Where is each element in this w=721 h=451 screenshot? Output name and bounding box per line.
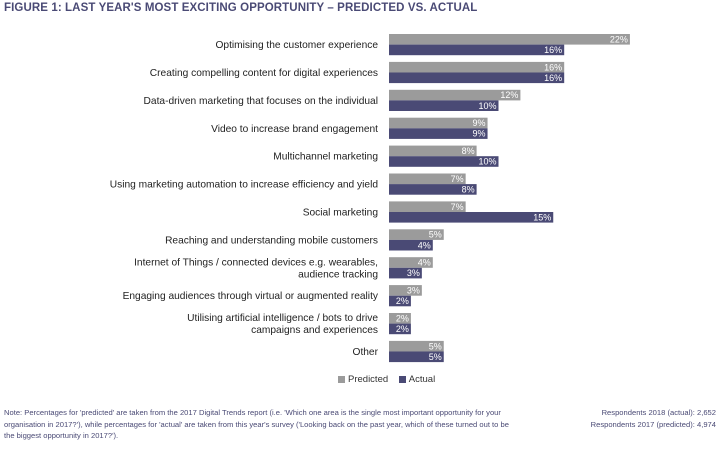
bar-actual	[389, 72, 565, 84]
category-label: Other	[353, 347, 379, 358]
legend-swatch-actual	[398, 376, 406, 383]
legend-label-actual: Actual	[408, 374, 436, 385]
bar-actual	[389, 212, 554, 223]
category-label: audience tracking	[298, 269, 378, 280]
bar-actual	[389, 44, 565, 56]
chart-title: FIGURE 1: LAST YEAR'S MOST EXCITING OPPO…	[4, 2, 478, 14]
bar-actual	[389, 295, 411, 307]
bar-predicted	[389, 145, 477, 157]
category-label: Using marketing automation to increase e…	[110, 180, 379, 191]
legend: Predicted Actual	[338, 374, 443, 386]
data-label-predicted: 16%	[544, 62, 562, 72]
legend-label-predicted: Predicted	[348, 374, 389, 385]
bar-actual	[389, 156, 499, 167]
bar-predicted	[389, 89, 521, 101]
category-label: Reaching and understanding mobile custom…	[165, 235, 378, 246]
data-label-actual: 8%	[462, 185, 475, 195]
category-label: Optimising the customer experience	[215, 40, 378, 51]
respondents-2018: Respondents 2018 (actual): 2,652	[601, 408, 716, 417]
data-label-predicted: 22%	[610, 34, 628, 44]
data-label-actual: 2%	[396, 324, 409, 334]
category-label: Video to increase brand engagement	[211, 124, 378, 135]
bar-predicted	[389, 340, 444, 352]
data-label-predicted: 9%	[473, 118, 486, 128]
legend-item-actual: Actual	[398, 374, 436, 385]
category-label: Creating compelling content for digital …	[150, 68, 378, 79]
data-label-actual: 15%	[533, 212, 551, 222]
data-label-predicted: 7%	[451, 202, 464, 212]
bar-actual	[389, 267, 422, 279]
category-label: Utilising artificial intelligence / bots…	[187, 313, 378, 324]
bar-predicted	[389, 313, 411, 324]
bar-actual	[389, 323, 411, 335]
data-label-predicted: 7%	[451, 174, 464, 184]
bar-predicted	[389, 173, 466, 185]
bar-actual	[389, 239, 433, 251]
bar-predicted	[389, 229, 444, 240]
data-label-actual: 2%	[396, 296, 409, 306]
category-label: Social marketing	[303, 208, 379, 219]
respondents-2017: Respondents 2017 (predicted): 4,974	[590, 419, 716, 429]
bar-actual	[389, 351, 444, 363]
category-label: Data-driven marketing that focuses on th…	[144, 96, 378, 107]
bar-predicted	[389, 285, 422, 296]
data-label-predicted: 12%	[500, 90, 518, 100]
respondents-info: Respondents 2018 (actual): 2,652 Respond…	[591, 407, 716, 430]
bar-actual	[389, 128, 488, 139]
bar-predicted	[389, 201, 466, 212]
data-label-predicted: 4%	[418, 258, 431, 268]
data-label-actual: 16%	[544, 45, 562, 55]
bar-predicted	[389, 34, 630, 45]
legend-item-predicted: Predicted	[338, 374, 388, 385]
data-label-predicted: 2%	[396, 313, 409, 323]
legend-swatch-predicted	[338, 376, 345, 383]
data-label-actual: 5%	[429, 352, 442, 362]
bar-actual	[389, 100, 499, 111]
data-label-predicted: 3%	[407, 286, 420, 296]
bar-predicted	[389, 61, 565, 73]
data-label-actual: 9%	[473, 129, 486, 139]
category-label: Multichannel marketing	[273, 152, 378, 163]
bar-predicted	[389, 117, 488, 129]
bar-actual	[389, 184, 477, 195]
category-label: campaigns and experiences	[251, 325, 378, 336]
data-label-actual: 4%	[418, 240, 431, 250]
data-label-predicted: 5%	[429, 230, 442, 240]
bar-predicted	[389, 257, 433, 268]
data-label-predicted: 5%	[429, 341, 442, 351]
data-label-actual: 10%	[478, 157, 496, 167]
bar-chart: Optimising the customer experience 22% 16%…	[110, 34, 630, 363]
data-label-actual: 16%	[544, 73, 562, 83]
category-label: Internet of Things / connected devices e…	[134, 257, 378, 268]
data-label-actual: 10%	[478, 101, 496, 111]
category-label: Engaging audiences through virtual or au…	[123, 291, 379, 302]
footnote: Note: Percentages for 'predicted' are ta…	[4, 408, 509, 440]
data-label-predicted: 8%	[462, 146, 475, 156]
data-label-actual: 3%	[407, 268, 420, 278]
